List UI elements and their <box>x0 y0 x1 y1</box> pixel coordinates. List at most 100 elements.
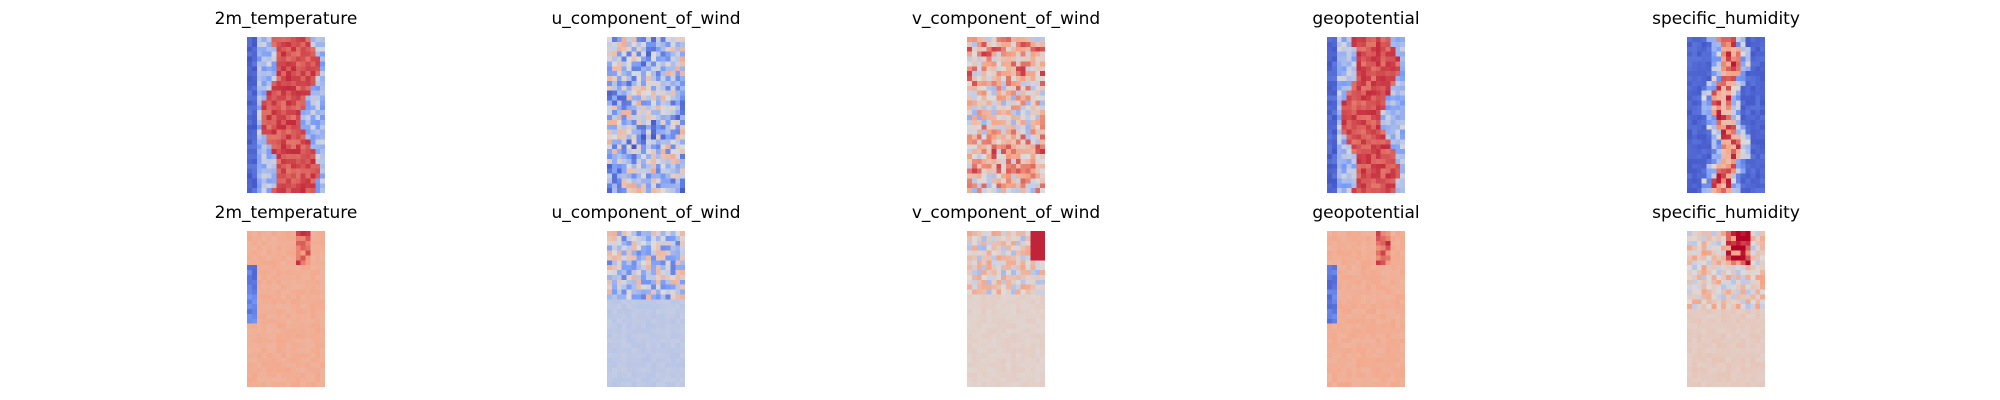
heatmap-cell <box>1010 124 1017 131</box>
heatmap-cell <box>1701 168 1708 175</box>
heatmap-cell <box>986 134 992 140</box>
heatmap-cell <box>295 100 302 106</box>
heatmap-cell <box>641 41 647 48</box>
heatmap-cell <box>1356 348 1362 354</box>
heatmap-cell <box>1726 56 1732 62</box>
heatmap-cell <box>1015 173 1022 179</box>
heatmap-cell <box>1755 178 1761 184</box>
heatmap-cell <box>665 173 671 179</box>
heatmap-cell <box>290 250 297 256</box>
heatmap-cell <box>300 333 307 339</box>
heatmap-cell <box>1385 313 1391 320</box>
heatmap-cell <box>281 328 287 334</box>
heatmap-cell <box>1701 304 1708 310</box>
heatmap-cell <box>1327 279 1333 286</box>
heatmap-cell <box>1716 90 1722 97</box>
heatmap-cell <box>1336 352 1343 359</box>
heatmap-cell <box>266 245 272 252</box>
heatmap-cell <box>1735 260 1742 266</box>
heatmap-cell <box>967 304 973 310</box>
heatmap-cell <box>1696 245 1703 252</box>
heatmap-cell <box>300 139 307 145</box>
heatmap-cell <box>655 119 662 126</box>
heatmap-cell <box>300 231 307 237</box>
heatmap-cell <box>636 183 642 189</box>
heatmap-cell <box>1346 41 1352 48</box>
heatmap-cell <box>1040 357 1045 364</box>
heatmap-cell <box>1040 338 1045 344</box>
heatmap-cell <box>247 250 253 256</box>
heatmap-cell <box>1327 134 1333 140</box>
heatmap-cell <box>675 235 681 242</box>
heatmap-cell <box>1030 173 1036 179</box>
heatmap-cell <box>1341 348 1348 354</box>
heatmap-cell <box>305 304 311 310</box>
heatmap-cell <box>1327 377 1333 383</box>
heatmap-cell <box>247 367 253 373</box>
heatmap-cell <box>266 333 272 339</box>
heatmap-cell <box>611 245 618 252</box>
heatmap-cell <box>1035 304 1041 310</box>
heatmap-cell <box>247 294 253 300</box>
heatmap-cell <box>1331 284 1338 291</box>
heatmap-cell <box>286 90 292 97</box>
heatmap-cell <box>1030 382 1036 387</box>
heatmap-cell <box>1015 309 1022 315</box>
heatmap-cell <box>1380 129 1387 136</box>
heatmap-cell <box>1351 56 1357 62</box>
heatmap-cell <box>1730 134 1737 140</box>
heatmap-cell <box>1380 245 1387 252</box>
heatmap-cell <box>1730 129 1737 136</box>
heatmap-cell <box>320 328 325 334</box>
heatmap-cell <box>1015 66 1022 72</box>
heatmap-cell <box>967 56 973 62</box>
heatmap-cell <box>1327 343 1333 349</box>
heatmap-cell <box>1375 37 1382 43</box>
heatmap-cell <box>1331 235 1338 242</box>
heatmap-cell <box>1010 294 1017 300</box>
heatmap-cell <box>996 318 1002 325</box>
heatmap-cell <box>1745 154 1751 160</box>
heatmap-cell <box>621 260 628 266</box>
heatmap-cell <box>1341 71 1348 77</box>
heatmap-cell <box>636 294 642 300</box>
heatmap-cell <box>611 110 618 116</box>
heatmap-cell <box>1750 80 1756 87</box>
heatmap-cell <box>616 51 623 58</box>
heatmap-cell <box>1035 51 1041 58</box>
heatmap-cell <box>660 382 667 387</box>
heatmap-cell <box>286 51 292 58</box>
heatmap-cell <box>1706 110 1712 116</box>
heatmap-cell <box>1346 367 1352 373</box>
heatmap-cell <box>1711 105 1717 111</box>
heatmap-cell <box>261 323 268 330</box>
heatmap-cell <box>247 71 253 77</box>
heatmap-cell <box>1356 115 1362 121</box>
heatmap-cell <box>1711 85 1717 92</box>
heatmap-cell <box>256 158 263 165</box>
heatmap-cell <box>300 299 307 305</box>
heatmap-cell <box>611 139 618 145</box>
heatmap-cell <box>621 318 628 325</box>
heatmap-cell <box>281 377 287 383</box>
heatmap-cell <box>1336 289 1343 295</box>
heatmap-cell <box>631 284 637 291</box>
heatmap-cell <box>276 318 282 325</box>
heatmap-cell <box>1351 66 1357 72</box>
heatmap-cell <box>1755 41 1761 48</box>
heatmap-cell <box>626 80 632 87</box>
heatmap-cell <box>261 134 268 140</box>
heatmap-cell <box>607 304 613 310</box>
heatmap-cell <box>276 119 282 126</box>
heatmap-cell <box>1001 80 1007 87</box>
heatmap-cell <box>1726 255 1732 261</box>
heatmap-cell <box>1001 333 1007 339</box>
heatmap-cell <box>655 139 662 145</box>
heatmap-cell <box>1346 95 1352 101</box>
heatmap-cell <box>1711 333 1717 339</box>
heatmap-cell <box>290 338 297 344</box>
heatmap-cell <box>1375 372 1382 378</box>
heatmap-cell <box>271 188 277 193</box>
heatmap-cell <box>1370 188 1377 193</box>
heatmap-cell <box>305 41 311 48</box>
